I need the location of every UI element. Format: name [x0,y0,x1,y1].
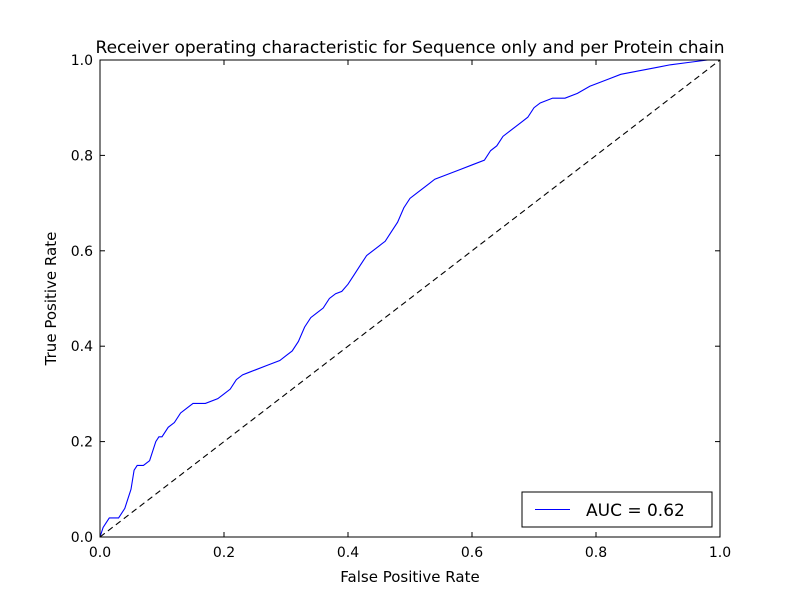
legend: AUC = 0.62 [521,491,713,528]
x-tick-label: 0.0 [89,545,111,561]
chance-diagonal-line [99,59,721,538]
chart-title: Receiver operating characteristic for Se… [96,38,725,58]
y-tick-label: 0.0 [71,530,93,546]
y-tick-label: 0.4 [71,339,93,355]
y-tick-label: 0.2 [71,435,93,451]
y-tick-label: 0.6 [71,244,93,260]
y-tick-label: 0.8 [71,148,93,164]
roc-curve-line [99,59,720,538]
y-axis-label: True Positive Rate [42,232,60,367]
x-axis-ticks: 0.0 0.2 0.4 0.6 0.8 1.0 [89,60,731,561]
series-layer [99,59,721,538]
x-tick-label: 0.4 [337,545,359,561]
x-tick-label: 0.2 [213,545,235,561]
x-tick-label: 0.6 [461,545,483,561]
x-tick-label: 0.8 [585,545,607,561]
y-tick-label: 1.0 [71,53,93,69]
legend-label: AUC = 0.62 [586,501,685,521]
plot-frame [99,59,721,538]
x-axis-label: False Positive Rate [340,568,479,586]
y-axis-ticks: 0.0 0.2 0.4 0.6 0.8 1.0 [71,53,720,546]
x-tick-label: 1.0 [709,545,731,561]
